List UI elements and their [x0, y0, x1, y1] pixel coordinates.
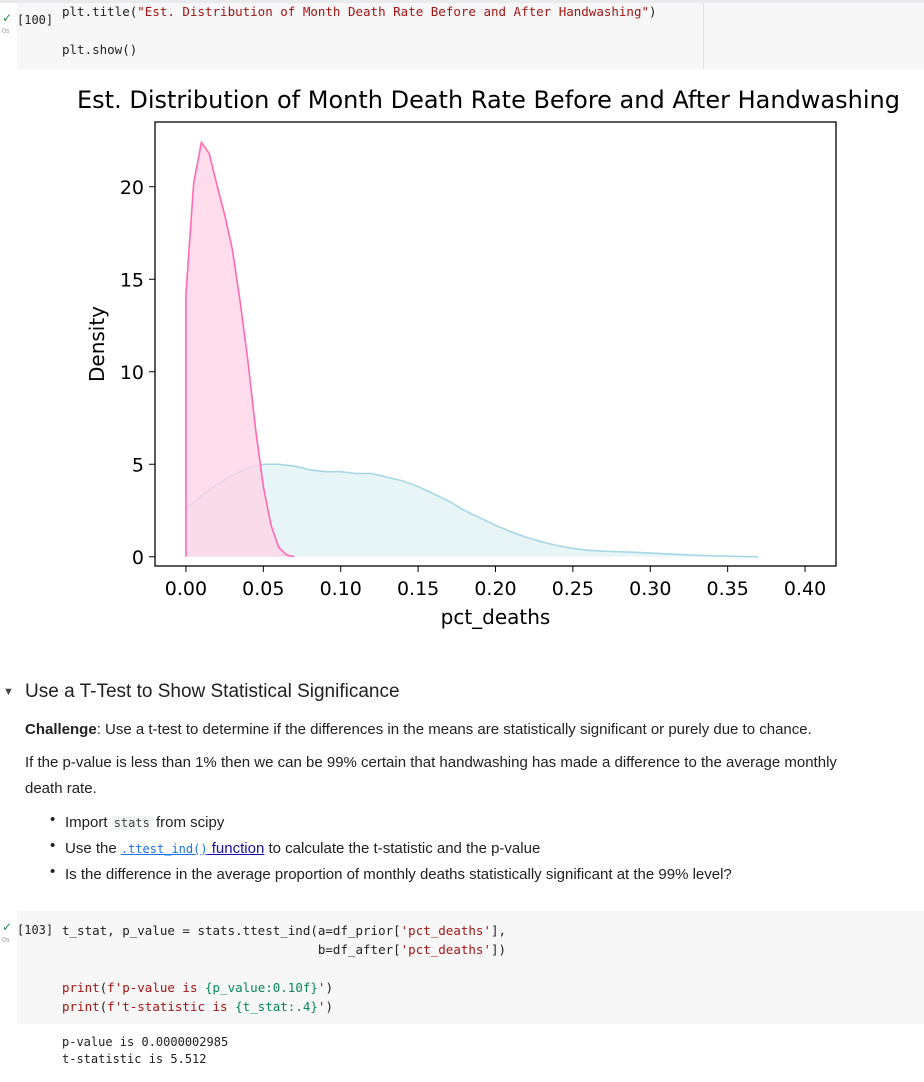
x-tick-label: 0.40: [784, 578, 826, 600]
code-cell-100[interactable]: [17, 3, 924, 69]
code-text: ): [325, 980, 333, 995]
code-line[interactable]: plt.show(): [62, 42, 137, 57]
link-text[interactable]: function: [207, 840, 265, 857]
code-text: ]): [490, 942, 507, 957]
code-text: ],: [490, 923, 507, 938]
pvalue-paragraph-line2: death rate.: [25, 780, 97, 797]
code-text: plt.title(: [62, 4, 138, 19]
y-tick-label: 5: [132, 454, 144, 476]
x-tick-label: 0.00: [165, 578, 207, 600]
x-tick-label: 0.20: [474, 578, 516, 600]
code-text: plt.show(): [62, 42, 138, 57]
code-string: ': [317, 999, 326, 1014]
code-text: t_stat, p_value = stats.ttest_ind(a=df_p…: [62, 923, 401, 938]
pvalue-paragraph-line1: If the p-value is less than 1% then we c…: [25, 754, 837, 771]
cell-output-line: p-value is 0.0000002985: [62, 1035, 229, 1049]
y-tick-label: 10: [120, 362, 144, 384]
code-line[interactable]: b=df_after['pct_deaths']): [62, 942, 506, 957]
series-area-0: [185, 464, 759, 557]
code-string: "Est. Distribution of Month Death Rate B…: [137, 4, 650, 19]
code-keyword: print: [62, 980, 100, 995]
bullet-icon: •: [50, 863, 56, 880]
list-text: Import: [65, 814, 112, 831]
y-tick-label: 0: [132, 547, 144, 569]
success-check-icon[interactable]: ✓: [2, 920, 13, 934]
list-item: Is the difference in the average proport…: [65, 866, 732, 883]
code-format: {t_stat:.4}: [235, 999, 318, 1014]
series-area-1: [185, 142, 295, 557]
y-tick-label: 15: [120, 269, 144, 291]
bullet-icon: •: [50, 811, 56, 828]
challenge-label: Challenge: [25, 721, 97, 738]
code-line[interactable]: t_stat, p_value = stats.ttest_ind(a=df_p…: [62, 923, 506, 938]
link-code[interactable]: .ttest_ind(): [120, 842, 208, 856]
execution-count: [103]: [17, 923, 54, 937]
cell-divider: [703, 3, 704, 69]
bullet-icon: •: [50, 837, 56, 854]
code-line[interactable]: print(f't-statistic is {t_stat:.4}'): [62, 999, 333, 1014]
execution-count: [100]: [17, 13, 54, 27]
code-string: f'p-value is: [107, 980, 206, 995]
code-string: 'pct_deaths': [400, 942, 491, 957]
list-text: to calculate the t-statistic and the p-v…: [264, 840, 541, 857]
list-text: from scipy: [151, 814, 225, 831]
code-cell-103[interactable]: [17, 911, 924, 1024]
list-text: Use the: [65, 840, 121, 857]
code-line[interactable]: plt.title("Est. Distribution of Month De…: [62, 4, 657, 19]
code-keyword: print: [62, 999, 100, 1014]
code-string: ': [317, 980, 326, 995]
x-tick-label: 0.35: [707, 578, 749, 600]
series-line-0: [185, 463, 759, 558]
x-tick-label: 0.25: [552, 578, 594, 600]
x-tick-label: 0.05: [242, 578, 284, 600]
success-check-icon[interactable]: ✓: [2, 11, 13, 25]
x-axis-label: pct_deaths: [441, 605, 551, 629]
ttest-ind-link[interactable]: .ttest_ind() function: [121, 840, 264, 857]
run-time: 0s: [2, 28, 10, 35]
series-line-1: [185, 140, 295, 558]
code-string: 'pct_deaths': [400, 923, 491, 938]
top-border: [0, 0, 924, 3]
challenge-text: : Use a t-test to determine if the diffe…: [96, 721, 812, 738]
list-item: Use the .ttest_ind() function to calcula…: [65, 836, 540, 862]
code-text: ): [649, 4, 657, 19]
code-text: b=df_after[: [62, 942, 401, 957]
challenge-paragraph: Challenge: Use a t-test to determine if …: [25, 717, 812, 743]
y-axis-label: Density: [85, 306, 109, 382]
x-tick-label: 0.10: [320, 578, 362, 600]
chart-title: Est. Distribution of Month Death Rate Be…: [77, 86, 900, 114]
cell-output-line: t-statistic is 5.512: [62, 1052, 207, 1066]
code-line[interactable]: print(f'p-value is {p_value:0.10f}'): [62, 980, 333, 995]
code-text: ): [325, 999, 333, 1014]
section-heading: Use a T-Test to Show Statistical Signifi…: [25, 681, 400, 702]
list-item: Import stats from scipy: [65, 810, 224, 836]
code-format: {p_value:0.10f}: [205, 980, 318, 995]
x-tick-label: 0.15: [397, 578, 439, 600]
x-tick-label: 0.30: [629, 578, 671, 600]
inline-code: stats: [111, 816, 152, 830]
code-string: f't-statistic is: [107, 999, 236, 1014]
run-time: 0s: [2, 937, 10, 944]
y-tick-label: 20: [120, 177, 144, 199]
density-chart: 0.00 0.05 0.10 0.15 0.20 0.25 0.30 0.35 0.40 0 5 10…: [85, 121, 837, 629]
collapse-caret-icon[interactable]: ▼: [3, 686, 14, 698]
